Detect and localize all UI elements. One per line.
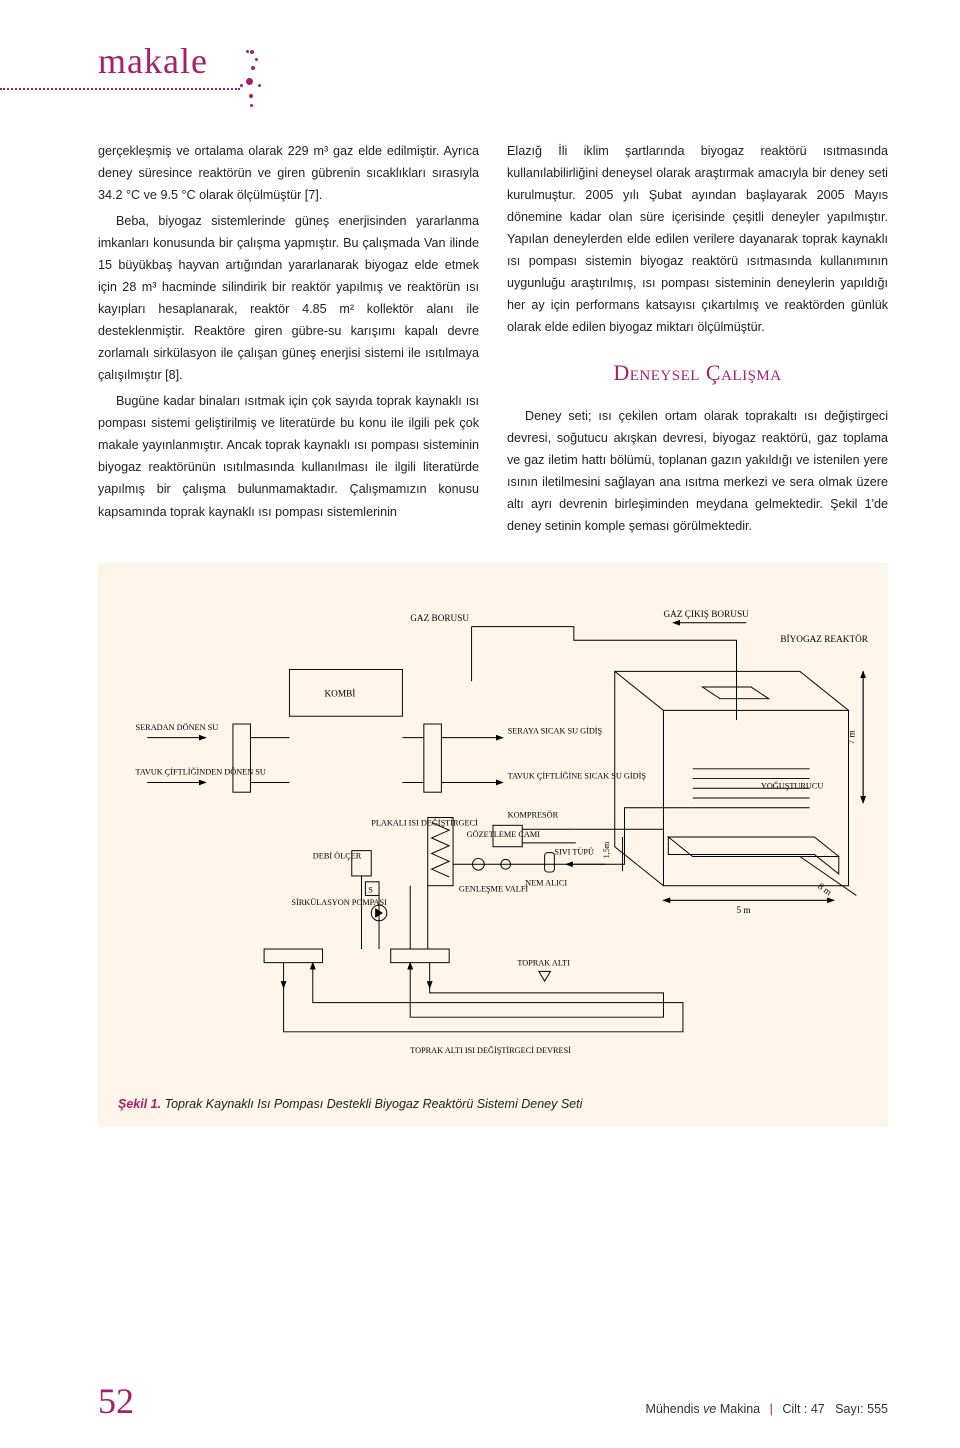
caption-text: Toprak Kaynaklı Isı Pompası Destekli Biy… bbox=[165, 1097, 583, 1111]
journal-cilt: Cilt : 47 bbox=[782, 1402, 824, 1416]
label-tavuk-donen: TAVUK ÇİFTLİĞİNDEN DÖNEN SU bbox=[136, 767, 266, 777]
body-columns: gerçekleşmiş ve ortalama olarak 229 m³ g… bbox=[0, 120, 960, 541]
label-gaz-borusu: GAZ BORUSU bbox=[410, 614, 469, 624]
label-kombi: KOMBİ bbox=[324, 690, 355, 700]
journal-sayi: Sayı: 555 bbox=[835, 1402, 888, 1416]
footer-journal: Mühendis ve Makina | Cilt : 47 Sayı: 555 bbox=[645, 1402, 888, 1416]
page-footer: 52 Mühendis ve Makina | Cilt : 47 Sayı: … bbox=[98, 1380, 888, 1422]
journal-name-2: Makina bbox=[720, 1402, 760, 1416]
label-8m: 8 m bbox=[816, 882, 834, 899]
figure-panel: GAZ BORUSU GAZ ÇIKIŞ BORUSU BİYOGAZ REAK… bbox=[98, 563, 888, 1127]
label-toprak-devre: TOPRAK ALTI ISI DEĞİŞTİRGECİ DEVRESİ bbox=[410, 1045, 571, 1055]
paragraph: Elazığ İli iklim şartlarında biyogaz rea… bbox=[507, 140, 888, 338]
label-1-5m: 1,5m bbox=[602, 841, 611, 858]
caption-label: Şekil 1. bbox=[118, 1097, 161, 1111]
paragraph: Deney seti; ısı çekilen ortam olarak top… bbox=[507, 405, 888, 537]
journal-name-1: Mühendis bbox=[645, 1402, 699, 1416]
header-rule bbox=[0, 88, 240, 90]
label-plakali: PLAKALI ISI DEĞİŞTİRGECİ bbox=[371, 817, 478, 827]
label-genlesme: GENLEŞME VALFİ bbox=[459, 885, 529, 894]
left-column: gerçekleşmiş ve ortalama olarak 229 m³ g… bbox=[98, 140, 479, 541]
label-nem: NEM ALICI bbox=[525, 879, 567, 888]
label-debi: DEBİ ÖLÇER bbox=[313, 851, 362, 860]
page-header: makale bbox=[0, 0, 960, 120]
paragraph: Bugüne kadar binaları ısıtmak için çok s… bbox=[98, 390, 479, 522]
label-sivi: SIVI TÜPÜ bbox=[554, 848, 594, 857]
label-seradan: SERADAN DÖNEN SU bbox=[136, 723, 219, 732]
label-sirk: SİRKÜLASYON POMPASI bbox=[291, 898, 387, 907]
label-tavuk-sicak: TAVUK ÇİFTLİĞİNE SICAK SU GİDİŞ bbox=[508, 771, 647, 781]
label-gozetleme: GÖZETLEME CAMI bbox=[467, 830, 540, 839]
label-yogusturucu: YOĞUŞTURUCU bbox=[761, 780, 823, 790]
label-s: S bbox=[368, 885, 373, 894]
label-kompresor: KOMPRESÖR bbox=[508, 810, 559, 819]
paragraph: gerçekleşmiş ve ortalama olarak 229 m³ g… bbox=[98, 140, 479, 206]
label-biyogaz: BİYOGAZ REAKTÖRÜ bbox=[780, 635, 868, 645]
label-toprak-alti: TOPRAK ALTI bbox=[517, 959, 570, 968]
label-gaz-cikis: GAZ ÇIKIŞ BORUSU bbox=[663, 610, 749, 620]
label-seraya: SERAYA SICAK SU GİDİŞ bbox=[508, 727, 603, 736]
right-column: Elazığ İli iklim şartlarında biyogaz rea… bbox=[507, 140, 888, 541]
page-number: 52 bbox=[98, 1380, 134, 1422]
label-7m: 7 m bbox=[847, 729, 857, 744]
header-title: makale bbox=[98, 40, 960, 82]
journal-ve: ve bbox=[703, 1402, 716, 1416]
label-5m: 5 m bbox=[737, 906, 752, 916]
paragraph: Beba, biyogaz sistemlerinde güneş enerji… bbox=[98, 210, 479, 386]
schematic-svg: GAZ BORUSU GAZ ÇIKIŞ BORUSU BİYOGAZ REAK… bbox=[118, 587, 868, 1087]
section-heading: Deneysel Çalışma bbox=[507, 354, 888, 393]
header-ornament bbox=[240, 50, 266, 120]
figure-caption: Şekil 1. Toprak Kaynaklı Isı Pompası Des… bbox=[118, 1097, 868, 1111]
